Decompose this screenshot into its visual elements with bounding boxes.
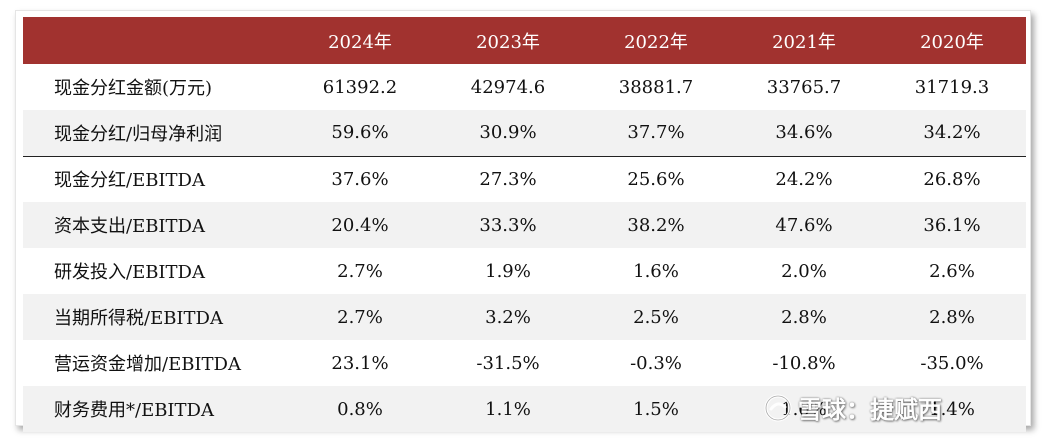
table-cell: 1.6% — [633, 260, 679, 282]
row-label: 现金分红/EBITDA — [23, 155, 286, 202]
financial-ratio-table: 2024年 2023年 2022年 2021年 2020年 现金分红金额(万元)… — [23, 17, 1026, 432]
row-label: 财务费用*/EBITDA — [54, 400, 214, 421]
table-cell: 38.2% — [627, 214, 685, 236]
row-label: 研发投入/EBITDA — [54, 262, 205, 283]
table-cell: 33765.7 — [766, 76, 842, 98]
table-cell: 0.8% — [337, 398, 383, 420]
table-cell: 61392.2 — [322, 76, 398, 98]
table-cell: 59.6% — [331, 122, 389, 144]
table-cell: 2.7% — [337, 306, 383, 328]
table-cell: 31719.3 — [914, 76, 990, 98]
table-cell: 2.6% — [929, 260, 975, 282]
row-label: 当期所得税/EBITDA — [54, 308, 223, 329]
table-cell: -35.0% — [920, 352, 984, 374]
table-cell: 1.9% — [485, 260, 531, 282]
table-row: 财务费用*/EBITDA 0.8% 1.1% 1.5% 1.6% 1.4% — [23, 386, 1026, 432]
table-cell: 23.1% — [331, 352, 389, 374]
table-cell: 2.8% — [781, 306, 827, 328]
table-row: 营运资金增加/EBITDA 23.1% -31.5% -0.3% -10.8% … — [23, 340, 1026, 386]
header-label-cell — [23, 17, 286, 64]
table-cell: 47.6% — [775, 214, 833, 236]
table-row: 研发投入/EBITDA 2.7% 1.9% 1.6% 2.0% 2.6% — [23, 248, 1026, 294]
snowball-watermark: 雪球：捷赋西 — [764, 390, 942, 425]
table-cell: 42974.6 — [470, 76, 546, 98]
table-cell: 2.8% — [929, 306, 975, 328]
table-cell: 1.1% — [485, 398, 531, 420]
table-cell: 27.3% — [434, 155, 582, 202]
table-cell: 34.2% — [923, 122, 981, 144]
table-header-row: 2024年 2023年 2022年 2021年 2020年 — [23, 17, 1026, 64]
table-cell: 1.5% — [633, 398, 679, 420]
table-cell: 2.0% — [781, 260, 827, 282]
table-row: 当期所得税/EBITDA 2.7% 3.2% 2.5% 2.8% 2.8% — [23, 294, 1026, 340]
table-cell: 24.2% — [730, 155, 878, 202]
table-cell: -0.3% — [630, 352, 682, 374]
table-cell: 26.8% — [878, 155, 1026, 202]
header-year-2021: 2021年 — [772, 31, 836, 53]
table-cell: 1.4% — [929, 398, 975, 420]
table-cell: 30.9% — [479, 122, 537, 144]
table-cell: 2.5% — [633, 306, 679, 328]
table-cell: -10.8% — [772, 352, 836, 374]
watermark-text: 雪球：捷赋西 — [798, 396, 942, 424]
table-cell: 36.1% — [923, 214, 981, 236]
table-cell: 33.3% — [479, 214, 537, 236]
table-row: 现金分红金额(万元) 61392.2 42974.6 38881.7 33765… — [23, 64, 1026, 110]
row-label: 现金分红/归母净利润 — [54, 123, 223, 145]
table-row: 现金分红/EBITDA 37.6% 27.3% 25.6% 24.2% 26.8… — [23, 155, 1026, 202]
table-cell: 37.7% — [627, 122, 685, 144]
header-year-2022: 2022年 — [624, 31, 688, 53]
row-label: 资本支出/EBITDA — [54, 216, 205, 237]
table-row: 资本支出/EBITDA 20.4% 33.3% 38.2% 47.6% 36.1… — [23, 202, 1026, 248]
table-cell: 2.7% — [337, 260, 383, 282]
table-row: 现金分红/归母净利润 59.6% 30.9% 37.7% 34.6% 34.2% — [23, 110, 1026, 156]
table-cell: 38881.7 — [618, 76, 694, 98]
table-cell: -31.5% — [476, 352, 540, 374]
header-year-2023: 2023年 — [476, 31, 540, 53]
table-cell: 37.6% — [286, 155, 434, 202]
row-label: 现金分红金额(万元) — [54, 78, 213, 99]
table-cell: 34.6% — [775, 122, 833, 144]
table-cell: 1.6% — [781, 398, 827, 420]
table-card: 2024年 2023年 2022年 2021年 2020年 现金分红金额(万元)… — [15, 10, 1031, 432]
header-year-2024: 2024年 — [328, 31, 392, 53]
header-year-2020: 2020年 — [920, 31, 984, 53]
table-cell: 20.4% — [331, 214, 389, 236]
table-cell: 25.6% — [582, 155, 730, 202]
row-label: 营运资金增加/EBITDA — [54, 354, 241, 375]
table-cell: 3.2% — [485, 306, 531, 328]
snowball-logo-icon — [764, 394, 792, 421]
